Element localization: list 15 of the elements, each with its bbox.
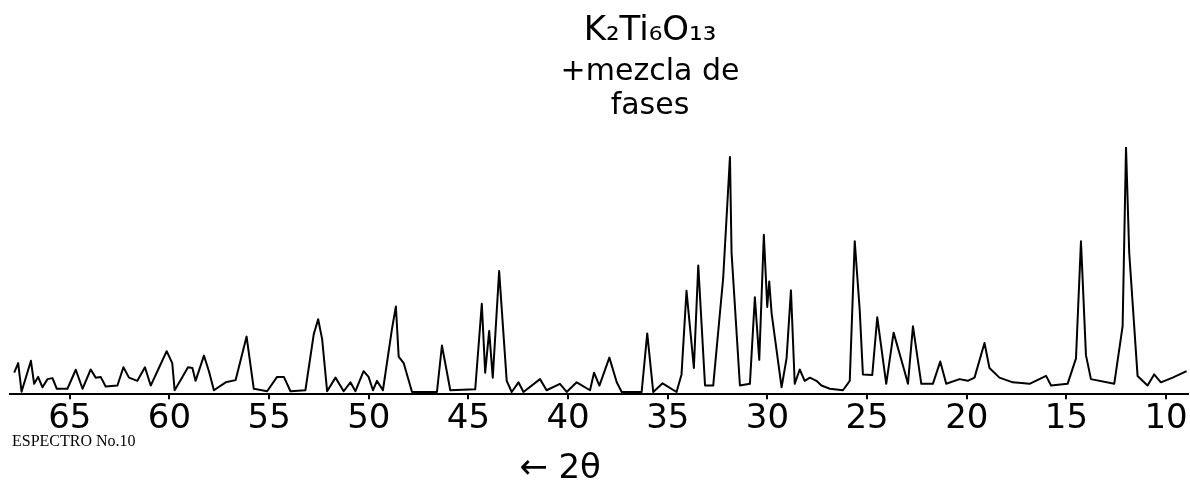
- x-tick-label: 20: [945, 396, 989, 437]
- x-tick-label: 60: [147, 396, 192, 437]
- x-tick-label: 55: [247, 396, 291, 437]
- text: ESPECTRO No.10: [12, 432, 136, 449]
- x-tick-label: 40: [546, 396, 590, 437]
- chart-title: K₂Ti₆O₁₃: [583, 8, 717, 48]
- chart-subtitle: +mezcla de fases: [560, 52, 740, 121]
- x-tick-label: 35: [646, 396, 690, 437]
- x-tick-label: 30: [745, 396, 790, 437]
- x-tick-label: 10: [1144, 396, 1188, 437]
- x-tick-label: 25: [845, 396, 889, 437]
- x-tick-label: 50: [347, 396, 391, 437]
- x-axis-title: ← 2θ: [519, 446, 601, 486]
- x-tick-label: 45: [446, 396, 491, 437]
- x-tick-label: 15: [1044, 396, 1089, 437]
